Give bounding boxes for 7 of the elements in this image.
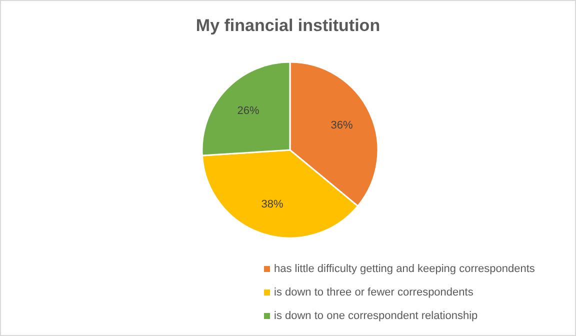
data-label: 26% [237,104,260,117]
data-label: 38% [261,198,284,210]
legend-label: is down to three or fewer correspondents [274,286,474,298]
data-label: 36% [330,120,353,132]
legend-label: is down to one correspondent relationship [274,310,478,322]
chart-title: My financial institution [196,16,380,35]
legend-label: has little difficulty getting and keeping correspondents [274,263,536,275]
